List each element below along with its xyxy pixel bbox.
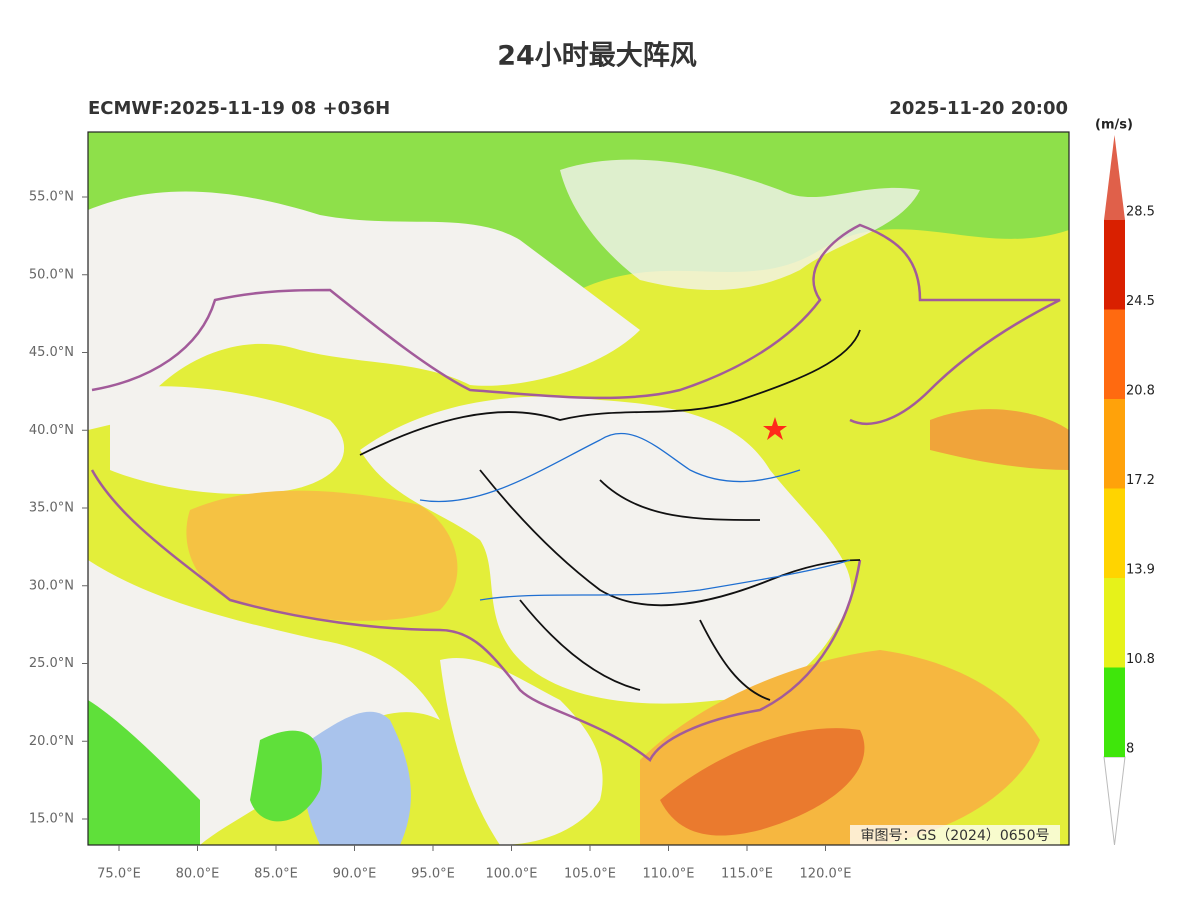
land-tarim xyxy=(110,386,345,494)
review-number: 审图号：GS（2024）0650号 xyxy=(861,828,1050,844)
capital-marker xyxy=(763,417,787,440)
lon-label: 80.0°E xyxy=(176,867,220,882)
colorbar-label: 17.2 xyxy=(1126,473,1155,488)
lat-label: 50.0°N xyxy=(29,267,74,282)
colorbar-label: 13.9 xyxy=(1126,563,1155,578)
colorbar-label: 24.5 xyxy=(1126,294,1155,309)
axes: 55.0°N 50.0°N 45.0°N 40.0°N 35.0°N 30.0°N 25.0… xyxy=(29,190,852,882)
colorbar-label: 10.8 xyxy=(1126,652,1155,667)
colorbar: (m/s) 8 10.8 13.9 17.2 20.8 24.5 28.5 xyxy=(1095,118,1155,846)
colorbar-extend-high xyxy=(1104,135,1125,220)
valid-time: 2025-11-20 20:00 xyxy=(889,98,1068,119)
lat-label: 30.0°N xyxy=(29,578,74,593)
colorbar-label: 20.8 xyxy=(1126,384,1155,399)
lon-label: 100.0°E xyxy=(486,867,538,882)
country-border xyxy=(90,223,1061,762)
map-area: 审图号：GS（2024）0650号 xyxy=(88,132,1069,845)
lon-label: 105.0°E xyxy=(564,867,616,882)
field-green-sw xyxy=(88,700,200,845)
colorbar-segment xyxy=(1104,667,1125,757)
lat-label: 25.0°N xyxy=(29,656,74,671)
colorbar-segment xyxy=(1104,309,1125,399)
review-number-box xyxy=(850,825,1060,845)
colorbar-segment xyxy=(1104,488,1125,578)
field-ocean-strong xyxy=(660,728,865,836)
lat-label: 45.0°N xyxy=(29,345,74,360)
title: 24小时最大阵风 xyxy=(497,41,697,72)
river xyxy=(419,432,851,601)
lon-label: 95.0°E xyxy=(411,867,455,882)
field-japan-sea xyxy=(930,409,1069,470)
field-plateau xyxy=(186,490,458,621)
colorbar-segment xyxy=(1104,399,1125,489)
lat-label: 55.0°N xyxy=(29,190,74,205)
lon-label: 90.0°E xyxy=(333,867,377,882)
land-south-asia xyxy=(88,560,440,845)
lat-label: 15.0°N xyxy=(29,812,74,827)
lon-label: 110.0°E xyxy=(643,867,695,882)
lat-label: 20.0°N xyxy=(29,734,74,749)
colorbar-label: 28.5 xyxy=(1126,205,1155,220)
map-frame xyxy=(87,131,1070,846)
province-border xyxy=(359,329,861,701)
lat-label: 40.0°N xyxy=(29,423,74,438)
lon-label: 75.0°E xyxy=(97,867,141,882)
lon-label: 115.0°E xyxy=(721,867,773,882)
land-north xyxy=(88,191,640,430)
lon-label: 120.0°E xyxy=(800,867,852,882)
field-green-bengal xyxy=(250,730,322,822)
lon-label: 85.0°E xyxy=(254,867,298,882)
colorbar-label: 8 xyxy=(1126,742,1134,757)
model-run: ECMWF:2025-11-19 08 +036H xyxy=(88,98,390,119)
land-north-east xyxy=(560,159,920,290)
land-indochina xyxy=(440,658,603,845)
lat-label: 35.0°N xyxy=(29,501,74,516)
colorbar-unit: (m/s) xyxy=(1095,118,1133,133)
sea-bengal xyxy=(303,711,411,845)
colorbar-segment xyxy=(1104,578,1125,668)
colorbar-segment xyxy=(1104,220,1125,310)
colorbar-extend-low xyxy=(1103,756,1126,846)
